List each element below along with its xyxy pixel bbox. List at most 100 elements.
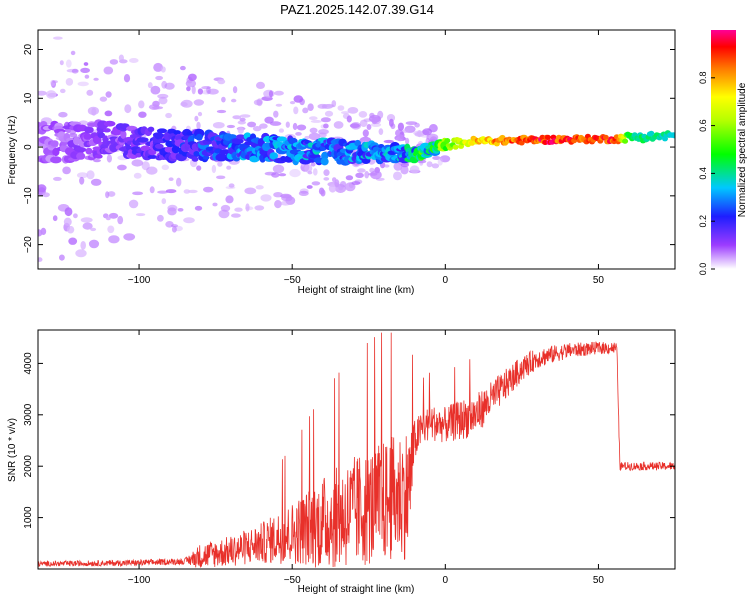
spectrogram-speckle xyxy=(226,165,232,170)
spectrogram-cell xyxy=(269,152,279,160)
spectrogram-speckle xyxy=(347,107,359,114)
spectrogram-speckle xyxy=(167,204,178,212)
spectrogram-speckle xyxy=(71,68,79,74)
spectrogram-cell xyxy=(135,152,142,158)
spectrogram-speckle xyxy=(52,215,58,222)
spectrogram-speckle xyxy=(254,205,265,211)
spectrogram-cell xyxy=(154,143,164,149)
spectrogram-speckle xyxy=(393,162,403,171)
spectrogram-cell xyxy=(452,144,459,150)
spectrogram-speckle xyxy=(73,213,78,219)
spectrogram-speckle xyxy=(293,106,299,115)
spectrogram-speckle xyxy=(310,119,322,123)
spectrogram-speckle xyxy=(90,227,97,232)
spectrogram-speckle xyxy=(58,111,68,118)
spectrogram-speckle xyxy=(105,191,110,199)
spectrogram-speckle xyxy=(150,85,161,95)
spectrogram-speckle xyxy=(278,128,284,133)
spectrogram-speckle xyxy=(400,162,409,168)
spectrogram-speckle xyxy=(123,233,136,241)
spectrogram-speckle xyxy=(148,104,160,110)
spectrogram-speckle xyxy=(357,168,366,173)
spectrogram-speckle xyxy=(133,172,142,179)
spectrogram-speckle xyxy=(302,107,309,114)
spectrogram-speckle xyxy=(293,95,304,103)
spectrogram-speckle xyxy=(309,127,318,134)
spectrogram-speckle xyxy=(183,189,191,194)
spectrogram-speckle xyxy=(129,58,139,63)
spectrogram-speckle xyxy=(426,133,439,141)
spectrogram-cell xyxy=(648,130,655,136)
spectrogram-speckle xyxy=(118,54,124,62)
spectrogram-speckle xyxy=(323,123,329,129)
spectrogram-speckle xyxy=(211,164,217,174)
spectrogram-speckle xyxy=(333,121,344,129)
spectrogram-speckle xyxy=(405,121,418,125)
spectrogram-speckle xyxy=(168,177,174,181)
spectrogram-cell xyxy=(544,134,551,140)
spectrogram-speckle xyxy=(344,182,356,192)
spectrogram-speckle xyxy=(397,122,404,131)
spectrogram-speckle xyxy=(318,187,325,195)
spectrogram-speckle xyxy=(157,214,164,222)
spectrogram-speckle xyxy=(217,79,226,85)
colorbar-tick-label: 0.4 xyxy=(698,167,708,180)
spectrogram-speckle xyxy=(75,249,87,258)
spectrogram-speckle xyxy=(409,165,420,174)
x-tick-label: −50 xyxy=(284,275,301,286)
spectrogram-speckle xyxy=(271,172,280,178)
spectrogram-speckle xyxy=(264,116,274,124)
spectrogram-speckle xyxy=(157,190,169,194)
y-tick-label: 4000 xyxy=(23,352,34,375)
spectrogram-speckle xyxy=(281,194,293,202)
spectrogram-cell xyxy=(171,145,180,154)
spectrogram-speckle xyxy=(307,103,314,111)
y-tick-label: 10 xyxy=(23,92,34,104)
spectrogram-cell xyxy=(231,137,244,145)
spectrogram-speckle xyxy=(384,164,390,168)
spectrogram-speckle xyxy=(237,120,246,125)
chart-title: PAZ1.2025.142.07.39.G14 xyxy=(280,2,434,17)
spectrogram-speckle xyxy=(78,120,89,126)
spectrogram-speckle xyxy=(292,122,298,131)
spectrogram-speckle xyxy=(105,216,111,221)
spectrogram-speckle xyxy=(370,170,382,180)
spectrogram-speckle xyxy=(280,201,292,206)
spectrogram-speckle xyxy=(244,187,257,195)
spectrogram-speckle xyxy=(193,99,204,106)
spectrogram-speckle xyxy=(80,241,86,250)
spectrogram-speckle xyxy=(323,169,330,177)
spectrogram-speckle xyxy=(225,195,234,204)
spectrogram-speckle xyxy=(79,176,85,185)
spectrogram-speckle xyxy=(180,65,186,71)
spectrogram-speckle xyxy=(165,112,173,119)
spectrogram-speckle xyxy=(237,126,244,134)
spectrogram-speckle xyxy=(269,121,282,126)
spectrogram-speckle xyxy=(38,229,43,237)
spectrogram-speckle xyxy=(65,59,72,68)
spectrogram-speckle xyxy=(239,117,246,122)
spectrogram-speckle xyxy=(161,198,167,205)
spectrogram-speckle xyxy=(68,237,78,245)
spectrogram-cell xyxy=(73,136,81,146)
spectrogram-speckle xyxy=(160,66,166,73)
spectrogram-speckle xyxy=(107,191,116,197)
spectrogram-speckle xyxy=(117,164,127,171)
spectrogram-speckle xyxy=(158,96,168,105)
y-tick-label: 2000 xyxy=(23,455,34,478)
spectrogram-cell xyxy=(102,128,111,133)
spectrogram-cell xyxy=(156,128,168,134)
spectrogram-x-label: Height of straight line (km) xyxy=(298,285,415,296)
spectrogram-speckle xyxy=(318,129,329,135)
spectrogram-cell xyxy=(76,152,86,160)
spectrogram-speckle xyxy=(135,213,146,217)
y-tick-label: −20 xyxy=(23,236,34,253)
spectrogram-speckle xyxy=(371,118,378,125)
spectrogram-speckle xyxy=(201,86,212,90)
spectrogram-speckle xyxy=(298,190,309,196)
spectrogram-speckle xyxy=(334,179,340,188)
y-tick-label: −10 xyxy=(23,187,34,204)
spectrogram-speckle xyxy=(146,166,158,175)
